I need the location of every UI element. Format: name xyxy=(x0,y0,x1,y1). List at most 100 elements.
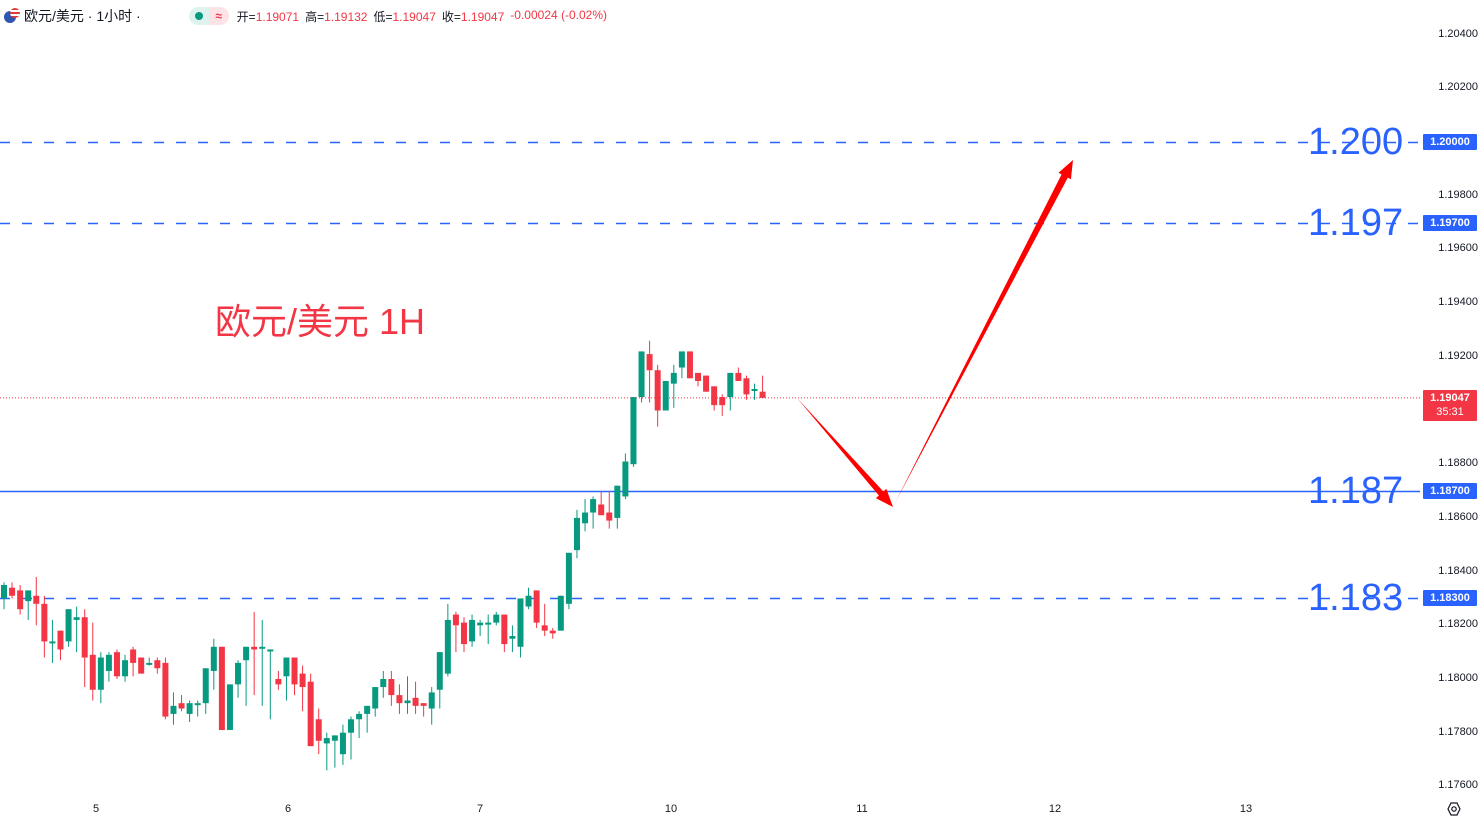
candle-body xyxy=(186,703,193,714)
candle-body xyxy=(113,652,120,677)
candle-body xyxy=(259,646,266,649)
open-label: 开= xyxy=(236,9,256,24)
time-tick: 5 xyxy=(92,803,100,815)
candle-body xyxy=(33,595,40,604)
candle-body xyxy=(130,649,137,663)
candle-body xyxy=(638,351,645,398)
price-tick: 1.19600 xyxy=(1438,242,1478,255)
candle-body xyxy=(420,703,427,706)
market-status-pill[interactable]: ≈ xyxy=(188,7,229,25)
candle-body xyxy=(573,517,580,551)
candle-body xyxy=(622,461,629,497)
candle-body xyxy=(469,619,476,642)
candle-body xyxy=(678,351,685,368)
candle-body xyxy=(364,705,371,714)
change-value: -0.00024 (-0.02%) xyxy=(510,7,608,22)
candle-body xyxy=(436,652,443,690)
candle-body xyxy=(210,646,217,671)
candle-body xyxy=(452,614,459,626)
level-label[interactable]: 1.187 xyxy=(1308,470,1404,513)
time-tick: 7 xyxy=(476,803,484,815)
candle-body xyxy=(662,380,669,411)
candle-body xyxy=(388,679,395,696)
eurusd-flag-icon xyxy=(4,8,20,24)
candle-body xyxy=(17,590,24,610)
time-tick: 13 xyxy=(1239,803,1253,815)
open-value: 1.19071 xyxy=(255,9,300,24)
candle-body xyxy=(396,695,403,704)
candle-body xyxy=(307,681,314,747)
level-label[interactable]: 1.200 xyxy=(1308,121,1404,163)
candle-body xyxy=(501,614,508,645)
price-tick: 1.20400 xyxy=(1438,27,1478,40)
symbol-title[interactable]: 欧元/美元 · 1小时 · xyxy=(24,8,141,24)
candle-body xyxy=(1,585,7,599)
candle-body xyxy=(412,697,419,706)
low-label: 低= xyxy=(373,9,393,24)
level-label[interactable]: 1.183 xyxy=(1308,577,1404,620)
candle-body xyxy=(565,552,572,604)
price-tick: 1.18200 xyxy=(1438,618,1478,631)
candle-body xyxy=(122,660,129,677)
candle-body xyxy=(331,735,338,741)
candle-body xyxy=(477,622,484,626)
level-label[interactable]: 1.197 xyxy=(1308,201,1404,244)
candle-body xyxy=(654,370,661,411)
candle-body xyxy=(549,630,556,634)
level-price-tag: 1.19700 xyxy=(1423,214,1477,231)
candle-body xyxy=(444,619,451,674)
candle-body xyxy=(283,657,290,677)
candle-body xyxy=(49,641,56,644)
candle-body xyxy=(541,625,548,631)
price-tick: 1.19200 xyxy=(1438,349,1478,362)
axis-settings-icon[interactable] xyxy=(1446,801,1464,819)
price-tick: 1.19800 xyxy=(1438,188,1478,201)
candle-body xyxy=(162,662,169,717)
candle-body xyxy=(275,679,282,685)
candle-body xyxy=(267,649,274,652)
time-tick: 11 xyxy=(856,803,868,815)
candle-body xyxy=(81,617,88,658)
candle-body xyxy=(670,372,677,384)
candle-body xyxy=(97,657,104,690)
candle-body xyxy=(57,630,64,650)
price-tick: 1.17600 xyxy=(1438,779,1478,792)
candle-body xyxy=(170,705,177,714)
level-price-tag: 1.20000 xyxy=(1423,134,1477,150)
candle-body xyxy=(65,609,72,642)
price-tick: 1.17800 xyxy=(1438,725,1478,738)
candle-body xyxy=(194,703,201,706)
candle-body xyxy=(428,692,435,709)
candle-body xyxy=(743,378,750,395)
approx-icon: ≈ xyxy=(208,7,229,25)
candle-body xyxy=(404,700,411,704)
time-tick: 6 xyxy=(284,803,292,815)
candle-body xyxy=(380,679,387,688)
annotation-title[interactable]: 欧元/美元 1H xyxy=(215,301,426,342)
candle-body xyxy=(533,590,540,623)
candle-body xyxy=(218,646,225,731)
candle-body xyxy=(235,662,242,685)
candle-body xyxy=(25,590,32,602)
close-value: 1.19047 xyxy=(460,9,505,24)
candle-body xyxy=(557,595,564,631)
projection-arrow xyxy=(895,160,1073,503)
candle-body xyxy=(105,654,112,671)
candle-body xyxy=(719,397,726,406)
candle-body xyxy=(89,654,96,690)
candle-body xyxy=(759,391,766,398)
candle-body xyxy=(751,389,758,392)
close-label: 收= xyxy=(441,9,461,24)
candle-body xyxy=(138,657,145,674)
candle-body xyxy=(646,354,653,371)
high-value: 1.19132 xyxy=(324,9,368,24)
market-open-dot-icon xyxy=(194,12,203,20)
candle-body xyxy=(590,499,597,513)
candle-body xyxy=(372,687,379,709)
time-tick: 12 xyxy=(1048,803,1062,815)
candle-body xyxy=(614,485,621,518)
candle-body xyxy=(735,372,742,381)
candle-body xyxy=(606,512,613,521)
candle-body xyxy=(582,512,589,524)
